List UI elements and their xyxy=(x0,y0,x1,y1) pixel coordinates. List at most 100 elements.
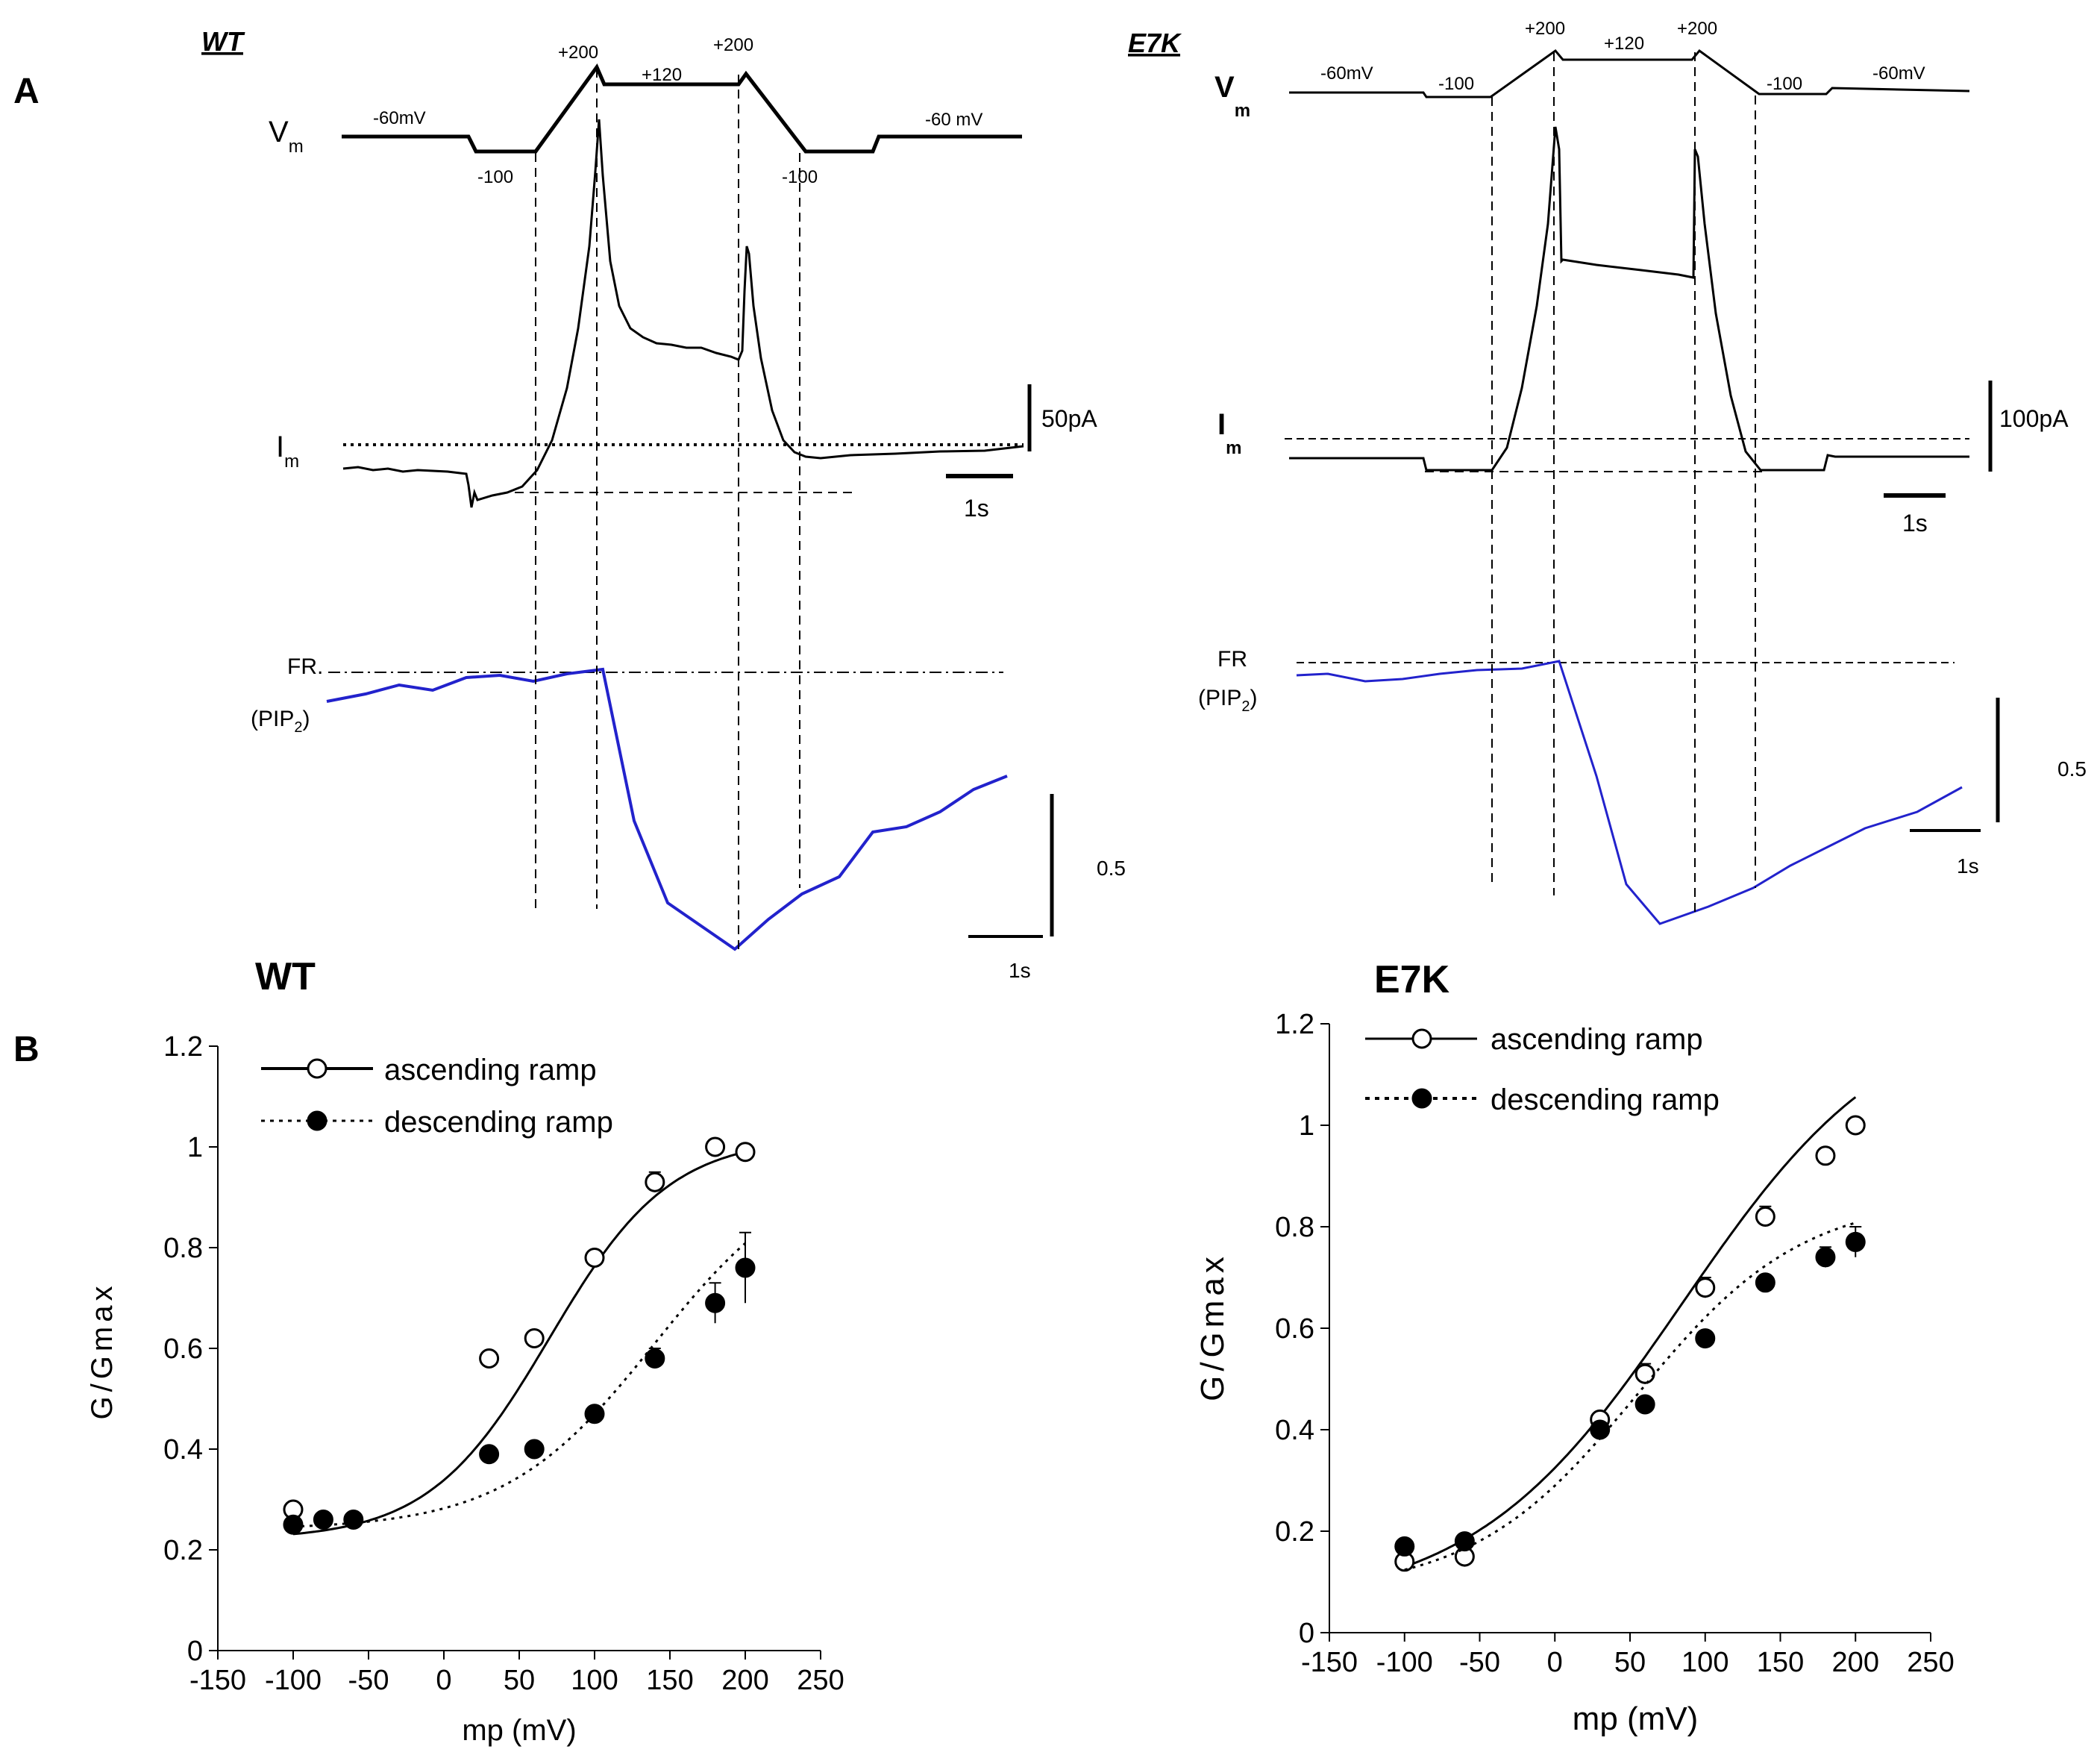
wt-y-tick-label: 0.6 xyxy=(163,1333,203,1365)
e7k-y-tick-label: 0.2 xyxy=(1275,1516,1314,1548)
e7k-x-tick-label: 50 xyxy=(1614,1647,1646,1678)
e7k-fr-time-scale-label: 1s xyxy=(1957,854,1979,878)
e7k-point-descending xyxy=(1695,1328,1716,1349)
e7k-vm-level-4: +120 xyxy=(1604,34,1644,54)
wt-x-axis-label: mp (mV) xyxy=(462,1714,576,1747)
wt-x-tick-label: 200 xyxy=(721,1665,768,1696)
e7k-im-sub: m xyxy=(1226,438,1241,458)
e7k-y-axis-label: G/Gmax xyxy=(1194,1252,1231,1401)
panel-b-letter: B xyxy=(13,1030,40,1069)
e7k-vm-sub: m xyxy=(1235,101,1250,121)
e7k-point-descending xyxy=(1634,1394,1655,1415)
e7k-point-ascending xyxy=(1695,1277,1716,1298)
e7k-point-ascending xyxy=(1634,1363,1655,1384)
e7k-pip-close: ) xyxy=(1250,686,1257,710)
wt-y-tick-label: 1.2 xyxy=(163,1031,203,1063)
wt-x-tick-label: 50 xyxy=(504,1665,535,1696)
wt-pip-sub: 2 xyxy=(294,719,302,736)
wt-vm-label: Vm xyxy=(269,116,304,157)
e7k-y-tick-label: 0 xyxy=(1299,1618,1314,1649)
wt-y-axis-label: G/Gmax xyxy=(86,1282,119,1420)
e7k-x-tick-label: -50 xyxy=(1459,1647,1500,1678)
e7k-point-descending xyxy=(1590,1419,1611,1440)
wt-x-tick-label: -100 xyxy=(265,1665,322,1696)
wt-point-descending xyxy=(584,1404,605,1424)
wt-legend-ascending-marker xyxy=(307,1058,327,1079)
wt-vm-level-5: +200 xyxy=(713,35,753,55)
wt-conductance-chart: WT G/Gmax mp (mV) ascending ramp descend… xyxy=(86,955,844,1747)
wt-point-ascending xyxy=(735,1142,756,1163)
wt-pip-close: ) xyxy=(302,707,310,731)
e7k-vm-label: Vm xyxy=(1214,71,1250,121)
e7k-fr-scale-label: 0.5 xyxy=(2057,757,2087,781)
wt-timing-markers xyxy=(535,69,800,951)
wt-legend: ascending ramp descending ramp xyxy=(261,1054,613,1139)
e7k-y-tick-label: 0.6 xyxy=(1275,1313,1314,1345)
e7k-fr-trace xyxy=(1296,660,1963,925)
e7k-vm-level-5: +200 xyxy=(1677,19,1717,39)
wt-point-descending xyxy=(283,1514,304,1535)
wt-legend-descending-marker xyxy=(307,1110,327,1131)
wt-y-tick-label: 0.8 xyxy=(163,1233,203,1264)
e7k-legend-ascending-marker xyxy=(1411,1028,1432,1049)
e7k-conductance-chart: E7K G/Gmax mp (mV) ascending ramp descen… xyxy=(1194,958,1955,1737)
wt-x-tick-label: 150 xyxy=(646,1665,693,1696)
wt-fr-scale-label: 0.5 xyxy=(1097,857,1126,880)
e7k-current-scale-label: 100pA xyxy=(1999,405,2069,432)
wt-point-descending xyxy=(479,1444,500,1465)
e7k-x-tick-label: 150 xyxy=(1757,1647,1804,1678)
wt-point-ascending xyxy=(584,1248,605,1268)
e7k-y-tick-label: 1 xyxy=(1299,1110,1314,1142)
e7k-vm-level-2: -100 xyxy=(1438,74,1474,94)
wt-point-ascending xyxy=(479,1348,500,1369)
wt-pip-label: (PIP2) xyxy=(251,707,310,736)
wt-point-ascending xyxy=(645,1172,665,1192)
e7k-point-descending xyxy=(1394,1536,1415,1557)
e7k-timing-markers xyxy=(1491,52,1756,912)
e7k-x-tick-label: -100 xyxy=(1376,1647,1433,1678)
wt-chart-title: WT xyxy=(255,955,316,998)
wt-current-trace xyxy=(342,119,1024,508)
e7k-vm-level-3: +200 xyxy=(1525,19,1565,39)
wt-pip-text: (PIP xyxy=(251,707,294,731)
wt-current-scale-label: 50pA xyxy=(1041,405,1097,432)
wt-x-tick-label: 250 xyxy=(797,1665,844,1696)
wt-im-label: Im xyxy=(276,431,299,472)
wt-vm-level-1: -60mV xyxy=(373,108,426,128)
e7k-x-tick-label: -150 xyxy=(1301,1647,1358,1678)
wt-vm-protocol xyxy=(342,63,1022,154)
wt-trace-label: WT xyxy=(201,26,245,57)
e7k-y-tick-label: 0.8 xyxy=(1275,1212,1314,1243)
wt-y-tick-label: 1 xyxy=(187,1132,203,1163)
e7k-pip-label: (PIP2) xyxy=(1198,686,1257,715)
wt-vm-sub: m xyxy=(289,137,304,157)
e7k-traces: E7K Vm -60mV -100 +200 +120 +200 -100 -6… xyxy=(1128,19,2087,925)
wt-traces: WT Vm -60mV -100 +200 +120 +200 -100 -60… xyxy=(201,26,1126,982)
wt-x-tick-label: 0 xyxy=(436,1665,451,1696)
e7k-point-ascending xyxy=(1845,1115,1866,1136)
wt-x-tick-label: -150 xyxy=(189,1665,246,1696)
wt-fr-time-scale-label: 1s xyxy=(1009,959,1031,982)
e7k-im-label: Im xyxy=(1217,408,1241,458)
wt-point-descending xyxy=(313,1510,333,1530)
e7k-point-descending xyxy=(1454,1531,1475,1552)
e7k-point-descending xyxy=(1815,1247,1836,1268)
e7k-x-tick-label: 200 xyxy=(1832,1647,1879,1678)
wt-fit-ascending xyxy=(292,1151,746,1536)
wt-y-tick-label: 0 xyxy=(187,1636,203,1667)
wt-time-scale-label: 1s xyxy=(964,495,989,522)
e7k-im-i: I xyxy=(1217,408,1226,441)
wt-vm-v: V xyxy=(269,116,289,148)
e7k-vm-v: V xyxy=(1214,71,1235,104)
panel-a-letter: A xyxy=(13,72,40,111)
e7k-legend-descending-label: descending ramp xyxy=(1491,1083,1720,1116)
e7k-x-tick-label: 250 xyxy=(1907,1647,1954,1678)
wt-x-tick-label: -50 xyxy=(348,1665,389,1696)
e7k-point-ascending xyxy=(1755,1206,1775,1227)
wt-y-tick-label: 0.2 xyxy=(163,1535,203,1566)
wt-point-descending xyxy=(524,1439,545,1460)
wt-vm-level-2: -100 xyxy=(477,167,513,187)
e7k-y-tick-label: 0.4 xyxy=(1275,1415,1314,1446)
wt-vm-level-7: -60 mV xyxy=(925,110,982,130)
e7k-legend: ascending ramp descending ramp xyxy=(1365,1023,1720,1116)
